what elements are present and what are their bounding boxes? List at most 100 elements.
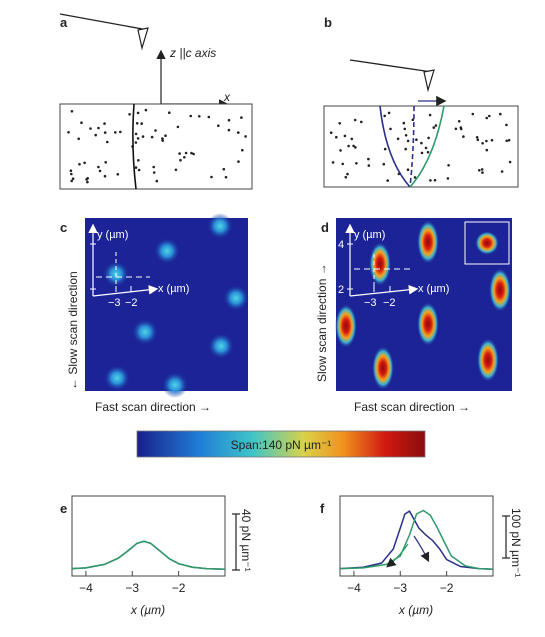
vortex-dot (490, 138, 494, 142)
vortex-dot (103, 131, 107, 134)
panel-label-f: f (320, 501, 325, 516)
vortex-dot (480, 168, 484, 171)
afm-cantilever-b (349, 59, 435, 93)
series-line-0 (339, 510, 494, 571)
vortex-dot (161, 139, 164, 142)
vortex-blob (223, 285, 249, 311)
afm-cantilever-a (59, 13, 149, 51)
vortex-dot (134, 132, 138, 136)
vortex-dot (499, 112, 502, 116)
vortex-dot (71, 177, 75, 180)
vortex-dot (505, 123, 508, 127)
vortex-streak (417, 302, 439, 346)
vortex-dot (343, 134, 347, 138)
vortex-dot (190, 151, 193, 155)
vortex-dot (116, 173, 120, 176)
vortex-dot (404, 147, 408, 151)
vortex-dot (114, 131, 117, 134)
vortex-dot (134, 166, 138, 169)
vortex-dot (488, 114, 491, 118)
vortex-dot (94, 133, 97, 137)
scale-bar-f (502, 515, 510, 559)
vortex-dot (383, 147, 387, 151)
vortex-dot (507, 138, 511, 142)
vortex-dot (505, 139, 509, 143)
x-tick-minus3-c: −3 (108, 297, 121, 309)
vortex-dot (150, 135, 154, 139)
vortex-line-a (132, 103, 137, 190)
vortex-dot (103, 122, 106, 125)
vortex-dot (459, 126, 463, 129)
panel-label-e: e (60, 501, 67, 516)
vortex-dot (485, 116, 489, 120)
series-line-0 (71, 540, 226, 571)
vortex-streak (369, 242, 391, 286)
vortex-dot (352, 144, 355, 148)
vortex-dot (329, 131, 333, 134)
vortex-dot (136, 137, 140, 140)
vortex-dot (244, 135, 247, 138)
vortex-dot (83, 161, 86, 165)
vortex-dot (240, 116, 243, 119)
vortex-dot (485, 139, 488, 143)
vortex-streak (489, 268, 511, 312)
vortex-dot (355, 162, 358, 165)
vortex-dot (434, 124, 438, 127)
vortex-dot (386, 179, 390, 182)
vortex-dot (331, 161, 335, 164)
series-line-1 (71, 540, 226, 571)
vortex-streak (335, 304, 357, 348)
vortex-line-left (379, 105, 411, 188)
x-axis-title-f: x (µm) (398, 603, 433, 617)
vortex-dot (152, 165, 155, 169)
vortex-dot (152, 171, 156, 174)
vortex-dot (367, 164, 371, 167)
plot-frame-e (71, 495, 226, 577)
vortex-dot (70, 179, 73, 183)
vortex-dot (339, 149, 342, 152)
vortex-dot (485, 148, 489, 152)
vortex-dot (424, 146, 428, 150)
vortex-dot (80, 121, 83, 124)
x-tick-label: −2 (172, 581, 186, 595)
vortex-blob (132, 319, 158, 345)
vortex-dot (210, 175, 213, 179)
vortex-blob (104, 365, 130, 391)
vortex-dot (104, 161, 107, 164)
colorbar-label: Span:140 pN µm⁻¹ (231, 438, 332, 452)
vortex-dot (141, 135, 145, 138)
vortex-dot (403, 127, 407, 131)
vortex-dot (478, 169, 481, 172)
trace-arrow-f (413, 535, 430, 563)
scale-bar-label-e: 40 pN µm⁻¹ (239, 509, 253, 572)
map-axes-c (88, 223, 159, 297)
vortex-dots-b (329, 111, 512, 182)
curves-e (71, 540, 226, 571)
vortex-dot (237, 131, 240, 134)
vortex-dot (383, 114, 387, 118)
slow-scan-label-c: ← Slow scan direction (66, 271, 80, 390)
vortex-dot (106, 140, 109, 144)
vortex-dot (396, 137, 400, 141)
plot-frame-f (339, 495, 494, 577)
vortex-dot (476, 138, 480, 142)
vortex-streak (477, 338, 499, 382)
vortex-dot (404, 134, 408, 137)
panel-label-d: d (321, 220, 329, 235)
plot-e: −4 −3 −2 (71, 495, 226, 595)
vortex-dot (433, 178, 437, 182)
map-axes-d (345, 223, 419, 297)
vortex-dot (179, 158, 182, 162)
colorbar (136, 430, 426, 458)
vortex-dot (354, 146, 357, 149)
scale-bar-e (232, 513, 240, 571)
x-ticks-e: −4 −3 −2 (79, 571, 186, 595)
vortex-dot (241, 148, 244, 152)
vortex-line-center (409, 105, 415, 188)
vortex-dot (481, 142, 484, 145)
vortex-dot (471, 112, 475, 116)
vortex-dot (406, 139, 410, 143)
x-ticks-f: −4 −3 −2 (347, 571, 454, 595)
vortex-dot (429, 179, 432, 182)
